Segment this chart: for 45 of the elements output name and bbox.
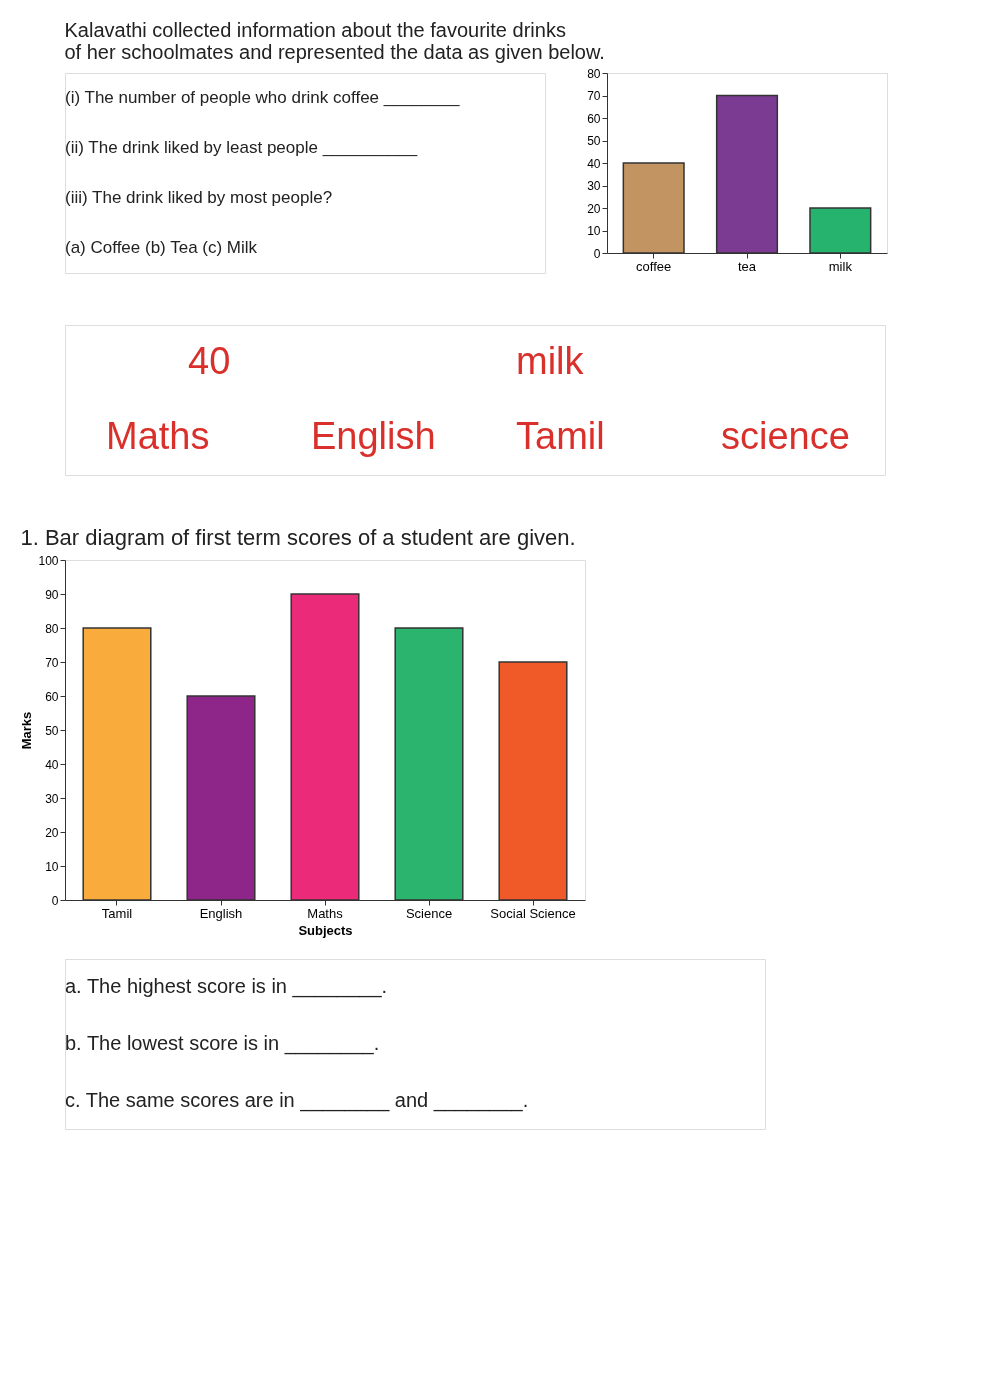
y-tick-label: 40: [587, 156, 601, 171]
text: Maths: [106, 414, 210, 457]
y-tick-label: 70: [587, 89, 601, 103]
y-tick-label: 10: [587, 224, 601, 238]
text: (a) Coffee (b) Tea (c) Milk: [65, 238, 258, 257]
x-tick-label: Social Science: [490, 905, 576, 921]
x-tick-label: Maths: [307, 905, 344, 921]
x-tick-label: Tamil: [101, 905, 133, 921]
text: c. The same scores are in ________ and ________.: [65, 1088, 529, 1112]
y-tick-label: 50: [45, 723, 59, 738]
text: 40: [188, 339, 231, 382]
text: a. The highest score is in ________.: [65, 975, 388, 999]
y-tick-label: 90: [45, 587, 59, 602]
y-tick-label: 30: [45, 791, 59, 806]
y-tick-label: 40: [45, 757, 59, 772]
x-axis-title: Subjects: [298, 922, 353, 938]
x-tick-label: English: [199, 905, 243, 921]
y-axis-title: Marks: [19, 711, 35, 750]
x-tick-label: tea: [737, 258, 757, 274]
x-tick-label: coffee: [636, 258, 672, 274]
x-tick-label: Science: [405, 905, 453, 921]
y-tick-label: 60: [45, 689, 59, 704]
y-tick-label: 50: [587, 134, 601, 148]
text: English: [311, 414, 436, 457]
text: Tamil: [516, 414, 605, 457]
y-tick-label: 100: [38, 553, 59, 568]
text: (ii) The drink liked by least people __________: [65, 138, 418, 157]
y-tick-label: 20: [587, 201, 601, 216]
y-tick-label: 20: [45, 825, 59, 840]
text: milk: [516, 339, 585, 382]
y-tick-label: 70: [45, 655, 59, 670]
y-tick-label: 0: [593, 246, 601, 261]
y-tick-label: 30: [587, 179, 601, 193]
y-tick-label: 80: [45, 621, 59, 636]
text: b. The lowest score is in ________.: [65, 1032, 380, 1055]
y-tick-label: 80: [587, 66, 601, 81]
text: (iii) The drink liked by most people?: [65, 188, 333, 207]
x-tick-label: milk: [828, 258, 853, 274]
text: science: [721, 414, 850, 457]
chart-title: 1. Bar diagram of first term scores of a student are given.: [20, 524, 576, 550]
text: (i) The number of people who drink coffee ________: [65, 88, 460, 107]
y-tick-label: 10: [45, 859, 59, 874]
y-tick-label: 60: [587, 111, 601, 126]
y-tick-label: 0: [51, 893, 59, 908]
text: Kalavathi collected information about the favourite drinks of her schoolmates and represented the data as given below.: [64, 18, 605, 63]
